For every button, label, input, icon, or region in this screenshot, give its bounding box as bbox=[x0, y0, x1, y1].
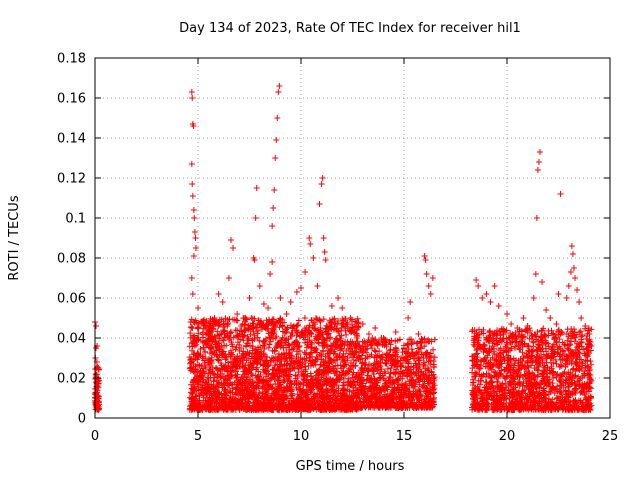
data-point bbox=[223, 354, 230, 361]
data-point bbox=[280, 376, 287, 383]
data-point bbox=[321, 359, 328, 366]
data-point bbox=[218, 374, 225, 381]
data-point bbox=[293, 332, 300, 339]
data-point bbox=[342, 338, 349, 345]
data-point bbox=[339, 382, 346, 389]
data-point bbox=[240, 337, 247, 344]
data-point bbox=[224, 323, 231, 330]
data-point bbox=[234, 339, 241, 346]
data-point bbox=[307, 350, 314, 357]
data-point bbox=[338, 332, 345, 339]
data-point bbox=[295, 369, 302, 376]
data-point bbox=[215, 380, 222, 387]
data-point bbox=[338, 324, 345, 331]
data-point bbox=[431, 354, 438, 361]
data-point bbox=[296, 348, 303, 355]
chart-title: Day 134 of 2023, Rate Of TEC Index for r… bbox=[179, 21, 521, 36]
data-point bbox=[202, 364, 209, 371]
data-point bbox=[294, 329, 301, 336]
data-point bbox=[314, 316, 321, 323]
data-point bbox=[287, 388, 294, 395]
data-point bbox=[188, 324, 195, 331]
data-point bbox=[327, 334, 334, 341]
data-point bbox=[221, 342, 228, 349]
data-point bbox=[329, 383, 336, 390]
data-point bbox=[343, 321, 350, 328]
data-point bbox=[187, 334, 194, 341]
data-point bbox=[248, 371, 255, 378]
data-point bbox=[333, 325, 340, 332]
data-point bbox=[244, 333, 251, 340]
data-point bbox=[224, 359, 231, 366]
data-point bbox=[260, 369, 267, 376]
data-point bbox=[301, 315, 308, 322]
data-point bbox=[474, 350, 481, 357]
data-point bbox=[306, 330, 313, 337]
data-point bbox=[343, 331, 350, 338]
data-point bbox=[340, 382, 347, 389]
data-point bbox=[295, 317, 302, 324]
data-point bbox=[329, 342, 336, 349]
data-point bbox=[318, 351, 325, 358]
data-point bbox=[325, 330, 332, 337]
data-point bbox=[281, 377, 288, 384]
data-point bbox=[311, 337, 318, 344]
data-point bbox=[251, 315, 258, 322]
data-point bbox=[257, 321, 264, 328]
data-point bbox=[323, 375, 330, 382]
data-point bbox=[330, 376, 337, 383]
data-point bbox=[240, 392, 247, 399]
data-points bbox=[92, 83, 595, 413]
data-point bbox=[247, 331, 254, 338]
data-point bbox=[93, 385, 100, 392]
data-point bbox=[334, 325, 341, 332]
data-point bbox=[214, 356, 221, 363]
data-point bbox=[311, 325, 318, 332]
data-point bbox=[197, 345, 204, 352]
data-point bbox=[254, 322, 261, 329]
data-point bbox=[220, 320, 227, 327]
data-point bbox=[238, 345, 245, 352]
data-point bbox=[285, 371, 292, 378]
data-point bbox=[579, 332, 586, 339]
data-point bbox=[196, 397, 203, 404]
data-point bbox=[248, 315, 255, 322]
data-point bbox=[277, 338, 284, 345]
data-point bbox=[187, 330, 194, 337]
data-point bbox=[493, 378, 500, 385]
data-point bbox=[306, 354, 313, 361]
data-point bbox=[266, 341, 273, 348]
data-point bbox=[261, 361, 268, 368]
data-point bbox=[194, 325, 201, 332]
data-point bbox=[294, 391, 301, 398]
data-point bbox=[237, 390, 244, 397]
data-point bbox=[307, 357, 314, 364]
data-point bbox=[587, 358, 594, 365]
data-point bbox=[278, 337, 285, 344]
